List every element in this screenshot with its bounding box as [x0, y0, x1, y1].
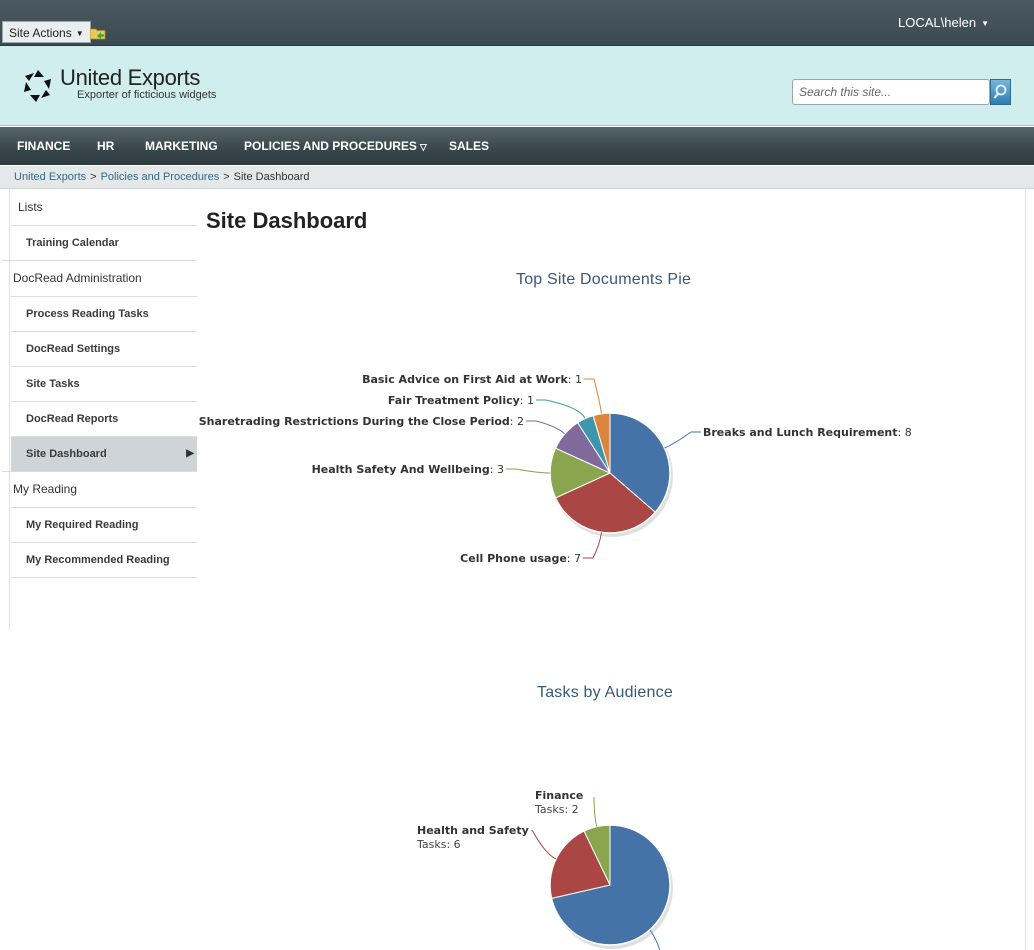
ql-item-site-tasks[interactable]: Site Tasks [11, 366, 197, 401]
ql-header-docread-administration[interactable]: DocRead Administration [2, 260, 197, 296]
dropdown-triangle-icon: ▽ [419, 142, 427, 152]
nav-item-marketing[interactable]: MARKETING [145, 139, 218, 153]
pie-label-cell-phone-usage: Cell Phone usage: 7 [460, 552, 581, 565]
ql-item-training-calendar[interactable]: Training Calendar [11, 225, 197, 260]
breadcrumb: United Exports > Policies and Procedures > S… [0, 166, 1034, 189]
dashboard-charts: Breaks and Lunch Requirement: 8 Cell Phon… [199, 373, 912, 950]
breadcrumb-separator: > [90, 171, 97, 183]
ribbon-bar: Site Actions ▼ LOCAL\helen ▼ [0, 0, 1034, 46]
label-connector [531, 829, 557, 860]
user-menu[interactable]: LOCAL\helen ▼ [898, 15, 989, 30]
site-header: United Exports Exporter of ficticious wi… [0, 46, 1034, 126]
label-connector [593, 378, 602, 414]
label-connector [545, 399, 586, 419]
pie-sublabel-health-and-safety: Tasks: 6 [416, 838, 461, 851]
search-icon [993, 84, 1007, 99]
nav-item-policies-and-procedures[interactable]: POLICIES AND PROCEDURES ▽ [244, 127, 427, 165]
quick-launch: Lists Training Calendar DocRead Administ… [2, 190, 197, 578]
ql-item-my-required-reading[interactable]: My Required Reading [11, 507, 197, 542]
right-column-border [1025, 190, 1026, 950]
chart-title-tasks-by-audience: Tasks by Audience [537, 684, 673, 701]
navigate-up-folder-icon[interactable] [90, 27, 106, 40]
ql-header-my-reading[interactable]: My Reading [2, 471, 197, 507]
pie-sublabel-finance: Tasks: 2 [534, 803, 579, 816]
nav-item-sales[interactable]: SALES [449, 139, 490, 153]
ql-item-label: Site Dashboard [26, 448, 107, 460]
label-connector [515, 468, 551, 474]
pie-label-fair-treatment-policy: Fair Treatment Policy: 1 [388, 394, 534, 407]
selected-arrow-icon: ▶ [186, 448, 194, 459]
pie-label-breaks-and-lunch-requirement: Breaks and Lunch Requirement: 8 [703, 426, 912, 439]
chart-title-top-site-documents: Top Site Documents Pie [516, 271, 692, 288]
chevron-down-icon: ▼ [981, 19, 989, 29]
ql-item-docread-settings[interactable]: DocRead Settings [11, 331, 197, 366]
nav-item-finance[interactable]: FINANCE [17, 139, 71, 153]
site-actions-label: Site Actions [9, 26, 72, 40]
global-navigation: FINANCE HR MARKETING POLICIES AND PROCED… [0, 127, 1034, 165]
site-description: Exporter of ficticious widgets [77, 89, 217, 101]
label-connector [664, 431, 692, 449]
chevron-down-icon: ▼ [75, 28, 84, 38]
label-connector [593, 796, 598, 827]
site-logo-icon[interactable] [20, 68, 56, 104]
site-actions-menu[interactable]: Site Actions ▼ [2, 21, 91, 43]
site-title[interactable]: United Exports [60, 65, 201, 90]
ql-item-site-dashboard[interactable]: Site Dashboard ▶ [11, 436, 197, 471]
breadcrumb-current: Site Dashboard [233, 171, 310, 183]
pie-label-sharetrading-restrictions-during-the-close-period: Sharetrading Restrictions During the Clo… [199, 415, 524, 428]
pie-label-finance: Finance [535, 789, 583, 802]
breadcrumb-link-policies[interactable]: Policies and Procedures [100, 171, 220, 183]
label-connector [649, 929, 661, 950]
pie-label-health-safety-and-wellbeing: Health Safety And Wellbeing: 3 [312, 463, 504, 476]
pie-label-basic-advice-on-first-aid-at-work: Basic Advice on First Aid at Work: 1 [362, 373, 582, 386]
pie-label-health-and-safety: Health and Safety [417, 824, 529, 837]
ql-header-lists[interactable]: Lists [18, 200, 43, 214]
left-column-border [9, 190, 10, 630]
breadcrumb-separator: > [223, 171, 230, 183]
ql-item-docread-reports[interactable]: DocRead Reports [11, 401, 197, 436]
pie-chart-top-site-documents: Breaks and Lunch Requirement: 8 Cell Phon… [199, 373, 912, 565]
nav-item-label: POLICIES AND PROCEDURES [244, 139, 417, 153]
nav-item-hr[interactable]: HR [97, 139, 115, 153]
user-name: LOCAL\helen [898, 15, 977, 30]
ql-item-my-recommended-reading[interactable]: My Recommended Reading [11, 542, 197, 578]
label-connector [592, 532, 602, 559]
ql-item-process-reading-tasks[interactable]: Process Reading Tasks [11, 296, 197, 331]
label-connector [535, 420, 565, 435]
search-button[interactable] [990, 79, 1011, 105]
page-title: Site Dashboard [206, 208, 368, 233]
breadcrumb-link-home[interactable]: United Exports [14, 171, 87, 183]
search-input[interactable] [792, 79, 990, 105]
